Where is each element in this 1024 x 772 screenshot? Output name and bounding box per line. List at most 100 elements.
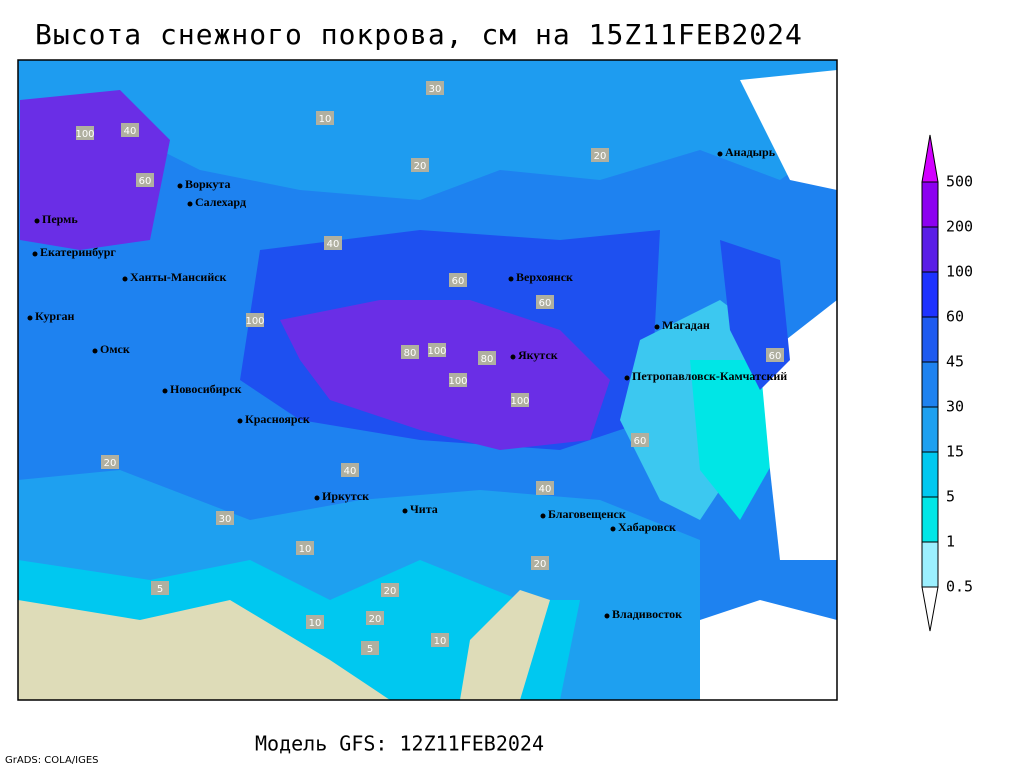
contour-label-box xyxy=(478,351,496,365)
city-label: Чита xyxy=(410,502,438,516)
contour-label-box xyxy=(401,345,419,359)
contour-label: 100 xyxy=(245,316,264,327)
contour-label-box xyxy=(591,148,609,162)
city-label: Ханты-Мансийск xyxy=(130,270,227,284)
contour-label-box xyxy=(306,615,324,629)
contour-label: 10 xyxy=(299,544,312,555)
contour-label: 20 xyxy=(384,586,397,597)
contour-label: 60 xyxy=(769,351,782,362)
contour-label: 20 xyxy=(594,151,607,162)
city-dot xyxy=(187,201,193,207)
color-bar-segment xyxy=(921,406,939,453)
color-bar-label: 60 xyxy=(946,308,964,326)
contour-label: 60 xyxy=(634,436,647,447)
contour-label-box xyxy=(631,433,649,447)
contour-label: 5 xyxy=(367,644,373,655)
color-bar-label: 5 xyxy=(946,488,955,506)
city-dot xyxy=(177,183,183,189)
city-dot xyxy=(604,613,610,619)
color-bar-arrow xyxy=(921,586,939,632)
city-dot xyxy=(122,276,128,282)
city-label: Пермь xyxy=(42,212,78,226)
color-bar-segment xyxy=(921,496,939,543)
city-label: Екатеринбург xyxy=(40,245,116,259)
color-bar-label: 0.5 xyxy=(946,578,973,596)
color-bar-segment xyxy=(921,181,939,228)
city-dot xyxy=(717,151,723,157)
city-dot xyxy=(32,251,38,257)
contour-label: 60 xyxy=(139,176,152,187)
color-bar-segment xyxy=(921,271,939,318)
contour-label: 20 xyxy=(369,614,382,625)
city-label: Якутск xyxy=(518,348,558,362)
city-label: Петропавловск-Камчатский xyxy=(632,369,787,383)
contour-label: 10 xyxy=(434,636,447,647)
contour-label-box xyxy=(76,126,94,140)
contour-label-box xyxy=(324,236,342,250)
color-bar-arrow xyxy=(921,134,939,183)
city-label: Магадан xyxy=(662,318,710,332)
contour-label: 40 xyxy=(539,484,552,495)
contour-label: 40 xyxy=(344,466,357,477)
city-label: Благовещенск xyxy=(548,507,626,521)
contour-label-box xyxy=(366,611,384,625)
contour-label: 10 xyxy=(309,618,322,629)
city-dot xyxy=(510,354,516,360)
color-bar-label: 500 xyxy=(946,173,973,191)
city-dot xyxy=(540,513,546,519)
contour-label-box xyxy=(296,541,314,555)
color-bar-segment xyxy=(921,226,939,273)
contour-label-box xyxy=(216,511,234,525)
city-label: Воркута xyxy=(185,177,230,191)
contour-label-box xyxy=(511,393,529,407)
contour-label-box xyxy=(316,111,334,125)
contour-label: 20 xyxy=(104,458,117,469)
city-label: Красноярск xyxy=(245,412,310,426)
city-dot xyxy=(34,218,40,224)
contour-label: 60 xyxy=(539,298,552,309)
city-label: Владивосток xyxy=(612,607,682,621)
credit: GrADS: COLA/IGES xyxy=(5,755,99,766)
contour-label-box xyxy=(361,641,379,655)
contour-label-box xyxy=(136,173,154,187)
city-label: Салехард xyxy=(195,195,246,209)
color-bar-label: 200 xyxy=(946,218,973,236)
contour-label: 80 xyxy=(404,348,417,359)
contour-label-box xyxy=(411,158,429,172)
contour-label: 60 xyxy=(452,276,465,287)
city-dot xyxy=(508,276,514,282)
city-dot xyxy=(92,348,98,354)
contour-label: 30 xyxy=(429,84,442,95)
color-bar-label: 30 xyxy=(946,398,964,416)
city-label: Новосибирск xyxy=(170,382,242,396)
contour-label: 5 xyxy=(157,584,163,595)
title: Высота снежного покрова, см на 15Z11FEB2… xyxy=(35,18,803,51)
contour-label-box xyxy=(101,455,119,469)
contour-label: 30 xyxy=(219,514,232,525)
contour-label-box xyxy=(449,373,467,387)
color-bar-label: 100 xyxy=(946,263,973,281)
contour-label-box xyxy=(428,343,446,357)
contour-label: 20 xyxy=(414,161,427,172)
color-bar-segment xyxy=(921,541,939,588)
contour-label: 100 xyxy=(75,129,94,140)
city-label: Хабаровск xyxy=(618,520,676,534)
contour-label-box xyxy=(449,273,467,287)
city-label: Верхоянск xyxy=(516,270,573,284)
contour-label: 100 xyxy=(448,376,467,387)
city-label: Анадырь xyxy=(725,145,776,159)
color-bar-segment xyxy=(921,361,939,408)
city-labels: Воркута Салехард Пермь Екатеринбург Ханты-Ма… xyxy=(27,145,787,621)
city-dot xyxy=(402,508,408,514)
contour-label: 40 xyxy=(124,126,137,137)
contour-label-box xyxy=(766,348,784,362)
contour-label-box xyxy=(246,313,264,327)
city-dot xyxy=(237,418,243,424)
contour-labels: 30 20 10 20 100 60 100 40 60 80 100 100 80 100 60 40 30 2… xyxy=(75,81,784,655)
city-dot xyxy=(654,324,660,330)
contour-label: 80 xyxy=(481,354,494,365)
color-bar-segment xyxy=(921,316,939,363)
city-dot xyxy=(162,388,168,394)
